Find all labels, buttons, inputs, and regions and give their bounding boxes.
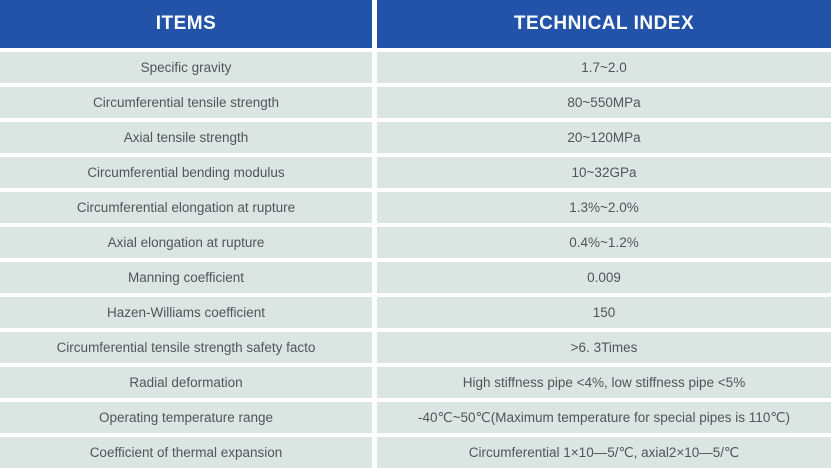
- table-row: Manning coefficient 0.009: [0, 262, 831, 293]
- item-cell: Circumferential bending modulus: [0, 157, 372, 188]
- item-cell: Operating temperature range: [0, 402, 372, 433]
- item-cell: Coefficient of thermal expansion: [0, 437, 372, 468]
- value-cell: 0.4%~1.2%: [377, 227, 831, 258]
- table-row: Specific gravity 1.7~2.0: [0, 52, 831, 83]
- technical-index-column-header: TECHNICAL INDEX: [377, 0, 831, 48]
- value-cell: 80~550MPa: [377, 87, 831, 118]
- item-cell: Circumferential tensile strength safety …: [0, 332, 372, 363]
- value-cell: 10~32GPa: [377, 157, 831, 188]
- value-cell: 1.3%~2.0%: [377, 192, 831, 223]
- value-cell: >6. 3Times: [377, 332, 831, 363]
- value-cell: 150: [377, 297, 831, 328]
- table-row: Hazen-Williams coefficient 150: [0, 297, 831, 328]
- value-cell: 20~120MPa: [377, 122, 831, 153]
- value-cell: Circumferential 1×10—5/℃, axial2×10—5/℃: [377, 437, 831, 468]
- item-cell: Specific gravity: [0, 52, 372, 83]
- table-row: Operating temperature range -40℃~50℃(Maxi…: [0, 402, 831, 433]
- table-row: Circumferential tensile strength 80~550MP…: [0, 87, 831, 118]
- value-cell: High stiffness pipe <4%, low stiffness p…: [377, 367, 831, 398]
- item-cell: Circumferential elongation at rupture: [0, 192, 372, 223]
- value-cell: 1.7~2.0: [377, 52, 831, 83]
- item-cell: Circumferential tensile strength: [0, 87, 372, 118]
- item-cell: Radial deformation: [0, 367, 372, 398]
- table-row: Axial tensile strength 20~120MPa: [0, 122, 831, 153]
- table-row: Circumferential elongation at rupture 1.3…: [0, 192, 831, 223]
- item-cell: Manning coefficient: [0, 262, 372, 293]
- item-cell: Hazen-Williams coefficient: [0, 297, 372, 328]
- table-row: Radial deformation High stiffness pipe <4…: [0, 367, 831, 398]
- items-column-header: ITEMS: [0, 0, 372, 48]
- value-cell: 0.009: [377, 262, 831, 293]
- table-header-row: ITEMS TECHNICAL INDEX: [0, 0, 831, 48]
- item-cell: Axial elongation at rupture: [0, 227, 372, 258]
- item-cell: Axial tensile strength: [0, 122, 372, 153]
- table-row: Circumferential tensile strength safety …: [0, 332, 831, 363]
- table-row: Coefficient of thermal expansion Circumfe…: [0, 437, 831, 468]
- table-row: Axial elongation at rupture 0.4%~1.2%: [0, 227, 831, 258]
- value-cell: -40℃~50℃(Maximum temperature for special…: [377, 402, 831, 433]
- table-row: Circumferential bending modulus 10~32GPa: [0, 157, 831, 188]
